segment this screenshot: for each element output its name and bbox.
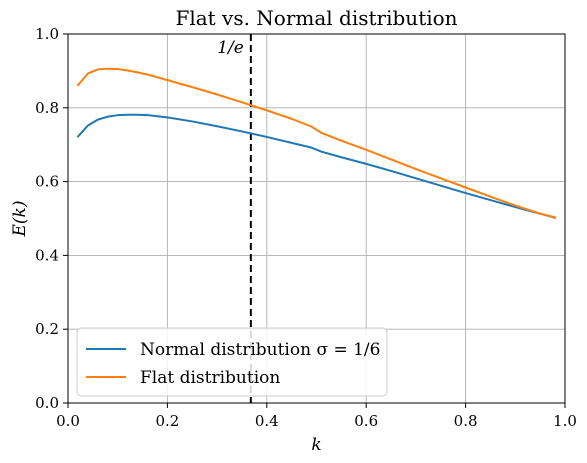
x-axis-label: k: [311, 435, 321, 455]
y-tick-label: 0.2: [35, 320, 59, 338]
y-tick-label: 0.4: [35, 246, 59, 264]
y-tick-label: 0.8: [35, 99, 59, 117]
x-tick-label: 0.2: [155, 412, 179, 430]
x-tick-label: 0.4: [255, 412, 279, 430]
x-tick-label: 0.6: [354, 412, 378, 430]
y-axis-label: E(k): [10, 201, 30, 238]
series-line-normal: [76, 113, 557, 219]
y-tick-label: 0.6: [35, 173, 59, 191]
legend: Normal distribution σ = 1/6 Flat distrib…: [76, 327, 388, 397]
plot-area-frame: [67, 33, 566, 404]
legend-label-flat: Flat distribution: [140, 368, 280, 388]
series-line-flat: [76, 67, 557, 219]
y-tick-label: 1.0: [35, 25, 59, 43]
x-tick-label: 0.8: [454, 412, 478, 430]
x-tick-label: 0.0: [56, 412, 80, 430]
series-lines: [76, 67, 557, 219]
legend-label-normal: Normal distribution σ = 1/6: [140, 340, 380, 360]
x-tick-label: 1.0: [553, 412, 577, 430]
y-tick-label: 0.0: [35, 394, 59, 412]
axis-ticks: 0.0 0.2 0.4 0.6 0.8 1.0 0.0 0.2 0.4 0.6 0.8 1.0: [35, 25, 577, 430]
reference-vline-label: 1/e: [217, 38, 244, 58]
chart-title: Flat vs. Normal distribution: [175, 6, 457, 30]
legend-box: [76, 327, 388, 397]
reference-line-group: 1/e: [217, 34, 252, 403]
